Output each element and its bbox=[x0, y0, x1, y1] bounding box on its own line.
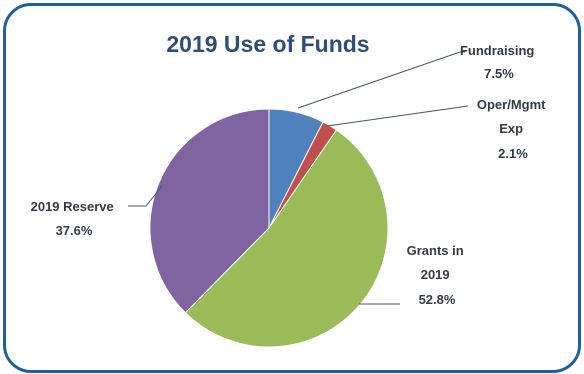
label-oper-mgmt: Oper/Mgmt Exp 2.1% bbox=[477, 97, 549, 161]
pie-slice-2019-reserve bbox=[149, 108, 270, 314]
leader-line-fundraising bbox=[297, 51, 465, 109]
pie-slices bbox=[149, 108, 389, 348]
label-reserve: 2019 Reserve 37.6% bbox=[31, 199, 118, 238]
leader-line-reserve bbox=[128, 185, 163, 207]
leader-line-oper-mgmt bbox=[326, 105, 469, 127]
chart-title: 2019 Use of Funds bbox=[166, 31, 369, 57]
label-grants: Grants in 2019 52.8% bbox=[407, 243, 468, 307]
label-fundraising: Fundraising 7.5% bbox=[460, 43, 538, 81]
slice-labels: Fundraising 7.5% Oper/Mgmt Exp 2.1% Gran… bbox=[31, 43, 549, 307]
leader-lines bbox=[128, 51, 469, 305]
